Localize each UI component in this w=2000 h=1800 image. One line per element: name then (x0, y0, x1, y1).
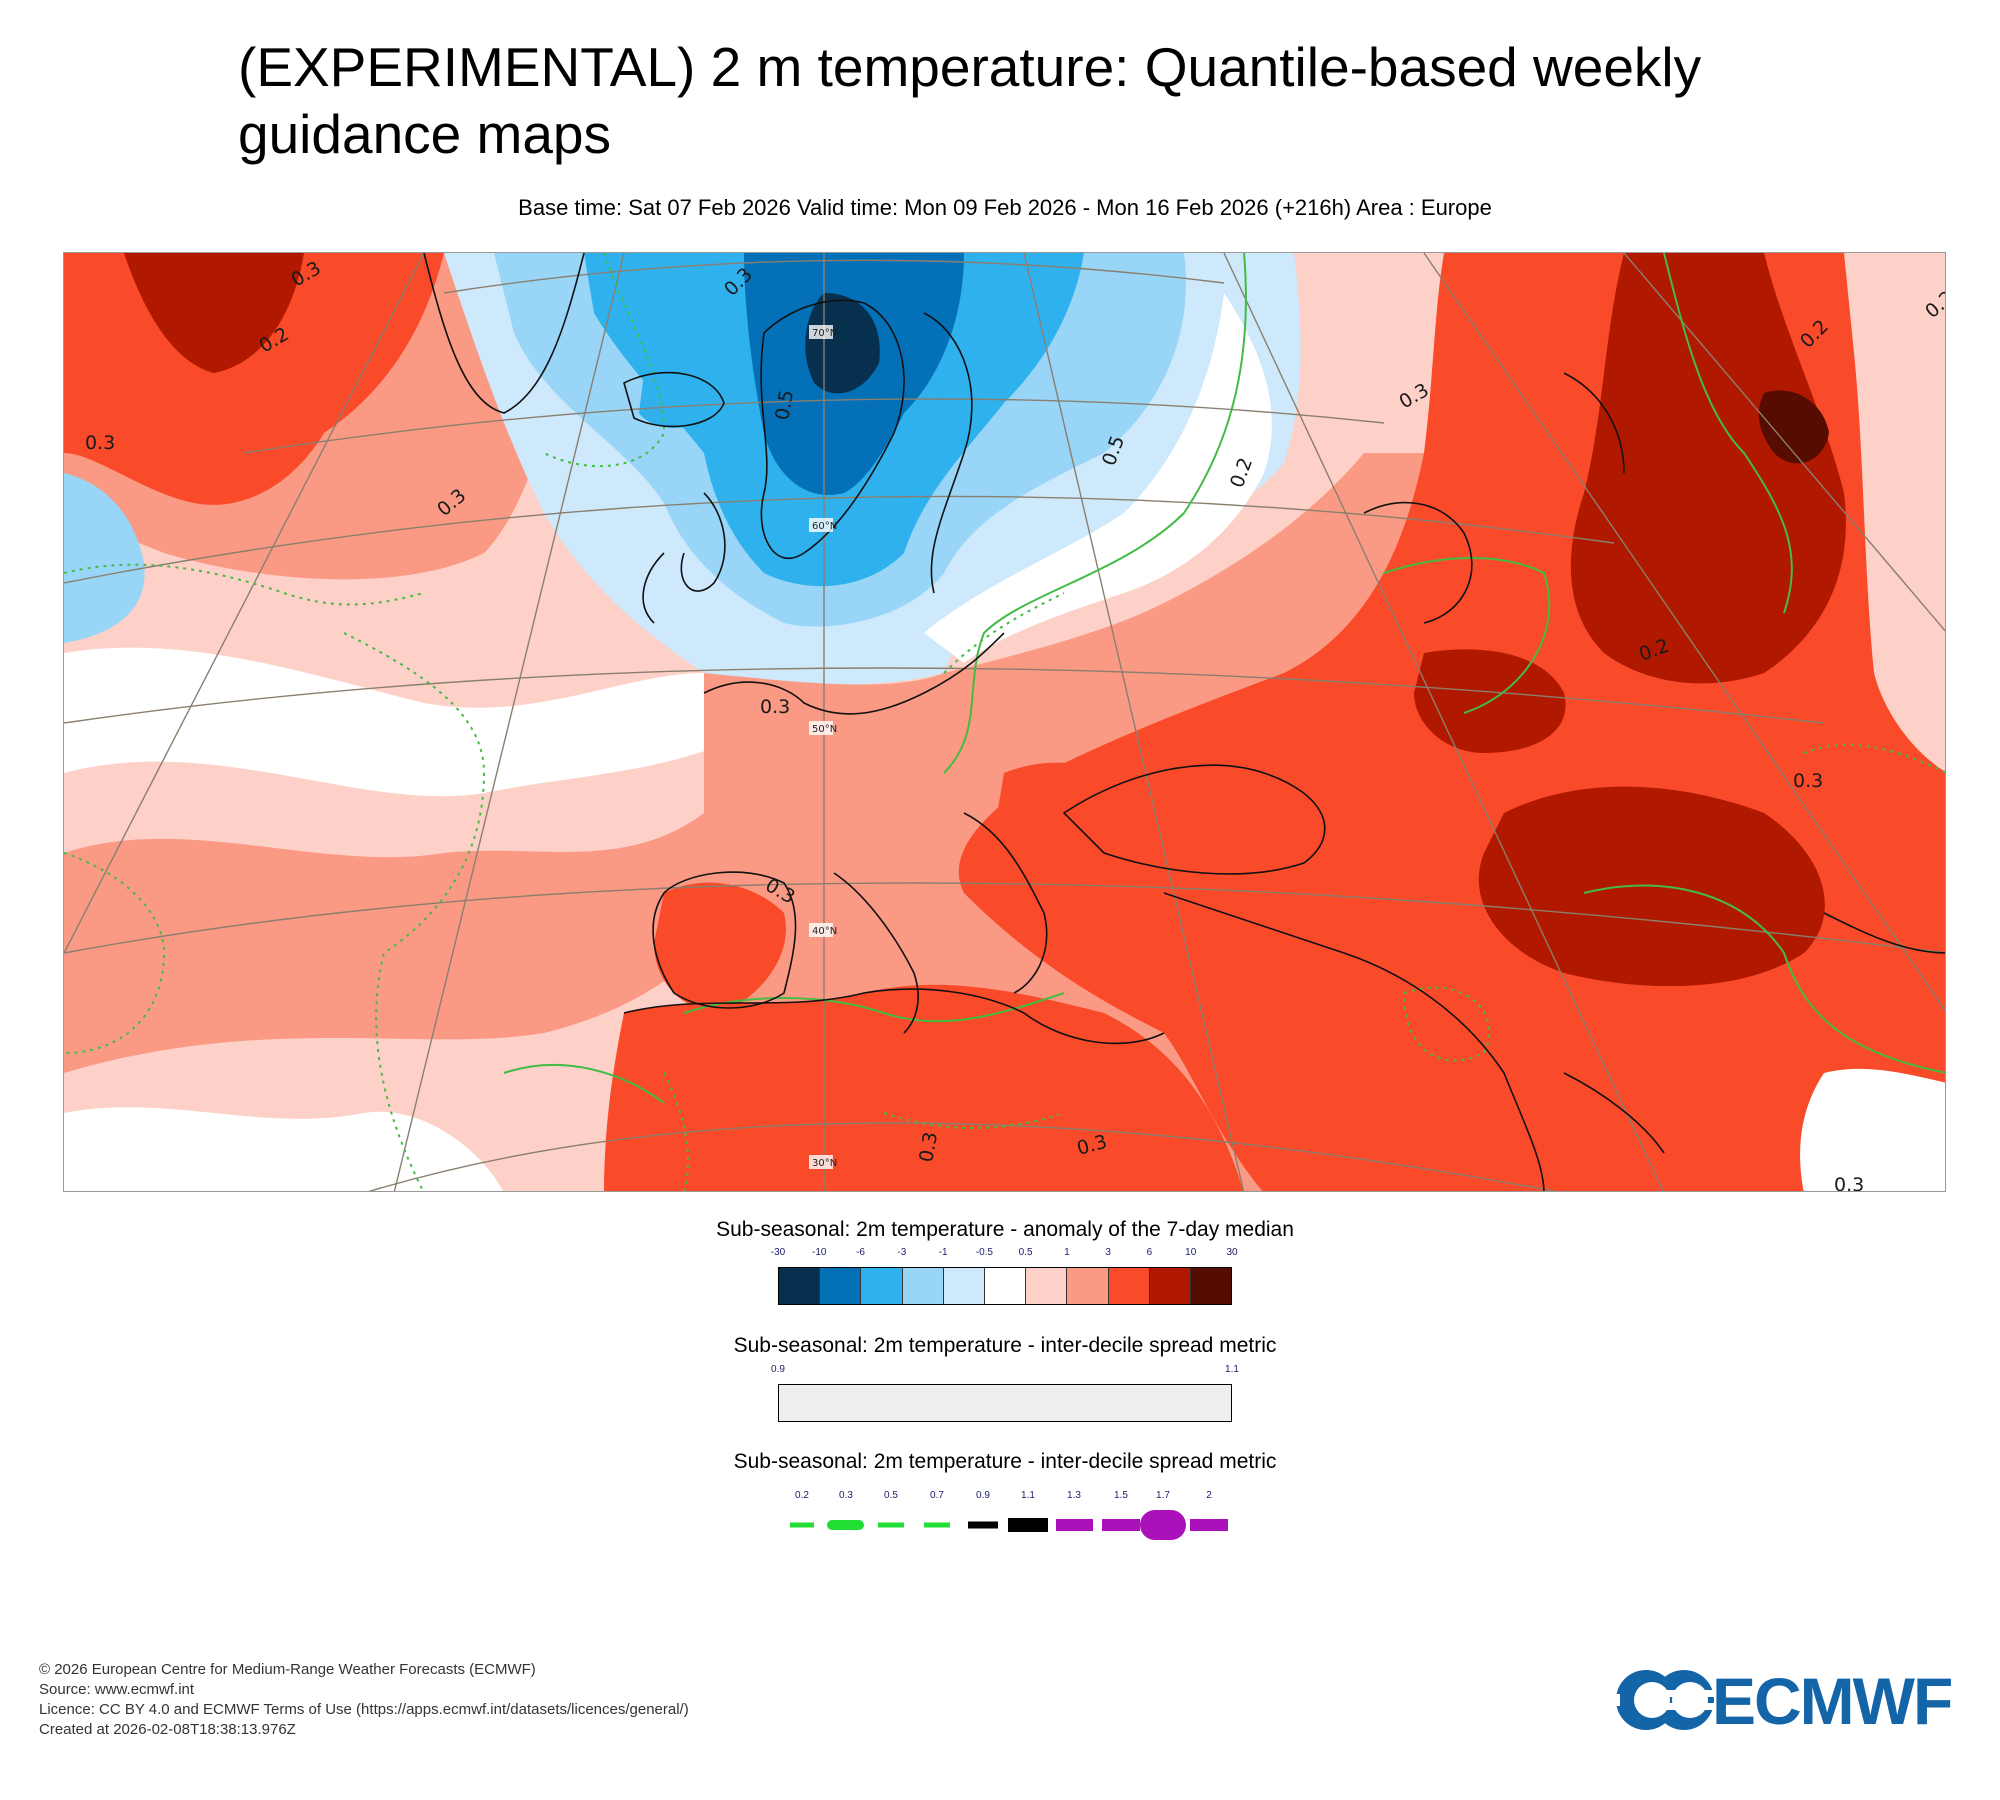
anomaly-region-southeast-white (1800, 1068, 1945, 1191)
tick-label: 10 (1185, 1247, 1197, 1258)
colorbar-swatch (1067, 1268, 1109, 1304)
anomaly-region-iceland-blue (639, 370, 716, 428)
contour-label: 0.3 (1834, 1174, 1864, 1192)
anomaly-region-white-atlantic (64, 647, 764, 797)
tick-label: 1.3 (1067, 1490, 1081, 1501)
footer-licence: Licence: CC BY 4.0 and ECMWF Terms of Us… (39, 1701, 689, 1718)
footer-credits: © 2026 European Centre for Medium-Range … (39, 1660, 689, 1740)
tick-label: 2 (1206, 1490, 1212, 1501)
colorbar-swatch (1149, 1268, 1191, 1304)
tick-label: -10 (812, 1247, 827, 1258)
tick-label: 6 (1146, 1247, 1153, 1258)
footer-source: Source: www.ecmwf.int (39, 1681, 195, 1698)
tick-label: 0.2 (795, 1490, 809, 1501)
tick-label: 0.9 (771, 1364, 785, 1375)
legend-anomaly-colorbar (778, 1267, 1232, 1305)
legend-anomaly-title: Sub-seasonal: 2m temperature - anomaly o… (716, 1218, 1294, 1241)
lat-label-40: 40°N (812, 926, 837, 937)
legend-spread-lines (790, 1510, 1228, 1540)
tick-label: -30 (770, 1247, 786, 1258)
legend-spread-fill-title: Sub-seasonal: 2m temperature - inter-dec… (733, 1334, 1277, 1357)
colorbar-swatch (779, 1268, 821, 1304)
spread-contours-dotted (64, 253, 1945, 1191)
tick-label: 1.1 (1225, 1364, 1239, 1375)
anomaly-region-balkan-red (994, 762, 1152, 895)
coastlines (423, 253, 1945, 1191)
tick-label: 30 (1226, 1247, 1238, 1258)
ecmwf-logo-text: ECMWF (1712, 1664, 1951, 1736)
lat-label-70: 70°N (812, 328, 837, 339)
anomaly-region-russia-white (924, 293, 1272, 663)
tick-label: -3 (897, 1247, 907, 1258)
lat-label-30: 30°N (812, 1158, 837, 1169)
tick-label: 1 (1064, 1247, 1070, 1258)
anomaly-region-white-south (64, 1107, 503, 1191)
ecmwf-logo[interactable]: ECMWF (1612, 1664, 1982, 1736)
contour-label: 0.3 (760, 696, 790, 718)
tick-label: -1 (938, 1247, 948, 1258)
colorbar-swatch (1108, 1268, 1150, 1304)
colorbar-swatch (1190, 1268, 1232, 1304)
contour-label: 0.5 (771, 388, 798, 422)
colorbar-swatch (1026, 1268, 1068, 1304)
tick-label: 1.7 (1156, 1490, 1170, 1501)
anomaly-region-atlantic-blue (64, 473, 145, 643)
page-subtitle: Base time: Sat 07 Feb 2026 Valid time: M… (518, 195, 1492, 220)
footer-copyright: © 2026 European Centre for Medium-Range … (39, 1661, 536, 1678)
line-sample-1.7 (1140, 1510, 1186, 1540)
spread-contours (503, 253, 1945, 1104)
tick-label: -0.5 (975, 1247, 993, 1258)
lat-label-50: 50°N (812, 724, 837, 735)
latitude-labels: 70°N 60°N 50°N 40°N 30°N (809, 325, 837, 1169)
anomaly-region-north-dark-red (1758, 390, 1829, 464)
map-panel[interactable]: 70°N 60°N 50°N 40°N 30°N 0.3 0.2 0.3 0.5… (63, 252, 1946, 1192)
legend-spread-lines-title: Sub-seasonal: 2m temperature - inter-dec… (733, 1450, 1277, 1473)
anomaly-map[interactable]: 70°N 60°N 50°N 40°N 30°N 0.3 0.2 0.3 0.5… (64, 253, 1946, 1192)
page-title: (EXPERIMENTAL) 2 m temperature: Quantile… (238, 36, 1702, 165)
contour-label: 0.3 (1793, 770, 1823, 792)
colorbar-swatch (984, 1268, 1027, 1304)
footer-created: Created at 2026-02-08T18:38:13.976Z (39, 1721, 296, 1738)
tick-label: -6 (856, 1247, 865, 1258)
colorbar-swatch (943, 1268, 985, 1304)
anomaly-region-greenland-dark (124, 253, 304, 373)
tick-label: 1.1 (1021, 1490, 1035, 1501)
tick-label: 0.3 (839, 1490, 853, 1501)
legend-spread-fill-bar (778, 1384, 1232, 1422)
ecmwf-logo-mark (1612, 1670, 1722, 1730)
contour-label: 0.3 (915, 1130, 942, 1164)
tick-label: 0.5 (884, 1490, 898, 1501)
contour-label: 0.3 (85, 432, 115, 454)
graticule (64, 253, 1945, 1191)
anomaly-region-south-strong-red (604, 984, 1244, 1191)
tick-label: 1.5 (1114, 1490, 1128, 1501)
anomaly-region-atlantic-red (64, 813, 764, 1073)
tick-label: 0.7 (930, 1490, 944, 1501)
colorbar-swatch (902, 1268, 944, 1304)
lat-label-60: 60°N (812, 521, 837, 532)
colorbar-swatch (861, 1268, 903, 1304)
tick-label: 0.9 (976, 1490, 990, 1501)
tick-label: 3 (1105, 1247, 1111, 1258)
anomaly-region-iberia-red (654, 882, 786, 1013)
colorbar-swatch (820, 1268, 862, 1304)
anomaly-region-east-light (1844, 253, 1945, 772)
tick-label: 0.5 (1018, 1247, 1033, 1258)
anomaly-region-east-dark-red (1570, 253, 1846, 684)
